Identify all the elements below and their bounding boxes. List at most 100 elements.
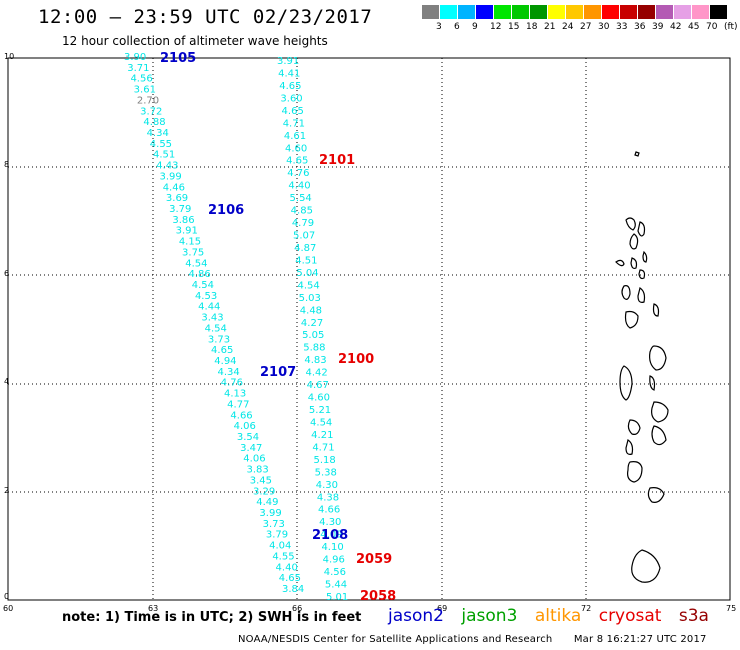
pass-number-label: 2105 — [160, 51, 196, 66]
legend-label: 39 — [652, 22, 664, 32]
legend-swatch — [638, 5, 656, 19]
pass-number-label: 2106 — [208, 203, 244, 218]
wave-height-value: 5.44 — [325, 580, 347, 591]
legend-label: 24 — [562, 22, 574, 32]
wave-height-value: 3.43 — [201, 313, 223, 324]
legend-label: 18 — [526, 22, 538, 32]
legend-swatch — [530, 5, 548, 19]
legend-swatch — [602, 5, 620, 19]
island-mid-1 — [621, 285, 631, 300]
wave-height-color-legend — [422, 5, 728, 19]
legend-label: 33 — [616, 22, 628, 32]
units-note: note: 1) Time is in UTC; 2) SWH is in fe… — [62, 610, 362, 625]
land-outlines — [615, 151, 669, 583]
island-north-1 — [625, 217, 636, 231]
lon-tick-66: 66 — [292, 604, 303, 613]
wave-height-value: 3.86 — [172, 215, 194, 226]
wave-height-value: 4.56 — [324, 567, 346, 578]
wave-height-value: 3.61 — [134, 85, 156, 96]
lon-tick-72: 72 — [581, 604, 592, 613]
wave-height-value: 5.38 — [315, 467, 337, 478]
wave-height-value: 3.91 — [277, 56, 299, 67]
legend-label: 9 — [472, 22, 478, 32]
wave-height-value: 3.69 — [166, 193, 188, 204]
legend-swatch — [458, 5, 476, 19]
legend-label: 27 — [580, 22, 592, 32]
wave-height-value: 4.83 — [304, 355, 326, 366]
wave-height-value: 4.38 — [317, 492, 339, 503]
wave-height-value: 3.73 — [263, 519, 285, 530]
wave-height-value: 5.18 — [313, 455, 335, 466]
lat-tick-2: 2 — [4, 486, 10, 495]
wave-height-value: 4.79 — [292, 218, 314, 229]
map-title: 12:00 – 23:59 UTC 02/23/2017 — [38, 6, 373, 28]
legend-swatch — [440, 5, 458, 19]
legend-label: 6 — [454, 22, 460, 32]
wave-height-value: 4.15 — [179, 237, 201, 248]
lat-tick-0: 0 — [4, 592, 10, 601]
legend-swatch — [548, 5, 566, 19]
lon-tick-60: 60 — [3, 604, 14, 613]
map-subtitle: 12 hour collection of altimeter wave hei… — [62, 34, 328, 48]
wave-height-value: 4.54 — [310, 417, 332, 428]
wave-height-value: 5.07 — [293, 231, 315, 242]
legend-swatch — [494, 5, 512, 19]
wave-height-value: 3.83 — [247, 465, 269, 476]
wave-height-value: 3.54 — [237, 432, 259, 443]
island-tiny — [634, 151, 640, 157]
legend-swatch — [710, 5, 728, 19]
wave-height-value: 3.79 — [266, 530, 288, 541]
island-chain-5 — [638, 269, 646, 280]
wave-height-value: 4.66 — [230, 410, 252, 421]
wave-height-value: 3.29 — [253, 486, 275, 497]
wave-height-value: 4.13 — [224, 389, 246, 400]
footer-credit: NOAA/NESDIS Center for Satellite Applica… — [238, 634, 553, 645]
legend-swatch — [422, 5, 440, 19]
wave-height-value: 3.75 — [182, 247, 204, 258]
wave-height-value: 3.99 — [159, 171, 181, 182]
wave-height-value: 4.49 — [256, 497, 278, 508]
lat-tick-4: 4 — [4, 377, 10, 386]
island-mid-4 — [652, 303, 660, 317]
lat-tick-6: 6 — [4, 269, 10, 278]
wave-height-value: 4.86 — [188, 269, 210, 280]
wave-height-value: 4.30 — [316, 480, 338, 491]
island-south-2 — [627, 461, 643, 483]
wave-height-value: 5.01 — [326, 592, 348, 603]
legend-label: 42 — [670, 22, 682, 32]
wave-height-value: 4.48 — [300, 305, 322, 316]
wave-height-value: 4.88 — [143, 117, 165, 128]
wave-height-value: 4.85 — [291, 206, 313, 217]
wave-height-value: 4.40 — [288, 181, 310, 192]
wave-height-value: 4.51 — [295, 255, 317, 266]
wave-height-value: 3.90 — [124, 52, 146, 63]
wave-height-value: 4.34 — [218, 367, 240, 378]
wave-height-value: 4.60 — [285, 143, 307, 154]
legend-swatch — [476, 5, 494, 19]
legend-label: 45 — [688, 22, 700, 32]
wave-height-value: 4.55 — [272, 551, 294, 562]
wave-height-value: 4.27 — [301, 318, 323, 329]
wave-height-value: 5.21 — [309, 405, 331, 416]
legend-swatch — [566, 5, 584, 19]
wave-height-value: 3.47 — [240, 443, 262, 454]
wave-height-value: 4.46 — [163, 182, 185, 193]
footer: NOAA/NESDIS Center for Satellite Applica… — [238, 634, 707, 645]
wave-height-value: 4.76 — [287, 168, 309, 179]
legend-swatch — [512, 5, 530, 19]
wave-height-value: 4.61 — [284, 131, 306, 142]
island-atoll-3 — [649, 375, 656, 391]
island-north-2 — [637, 221, 646, 237]
wave-height-value: 4.65 — [279, 573, 301, 584]
wave-height-value: 4.94 — [214, 356, 236, 367]
wave-height-value: 4.65 — [279, 81, 301, 92]
wave-height-value: 4.10 — [321, 542, 343, 553]
wave-height-value: 3.73 — [208, 334, 230, 345]
sat-jason3: jason3 — [461, 606, 518, 626]
wave-height-value: 5.04 — [296, 268, 318, 279]
lat-tick-10: 10 — [4, 52, 15, 61]
island-atoll-5 — [627, 419, 641, 435]
wave-height-value: 4.42 — [305, 368, 327, 379]
lon-tick-69: 69 — [437, 604, 448, 613]
legend-label: 30 — [598, 22, 610, 32]
